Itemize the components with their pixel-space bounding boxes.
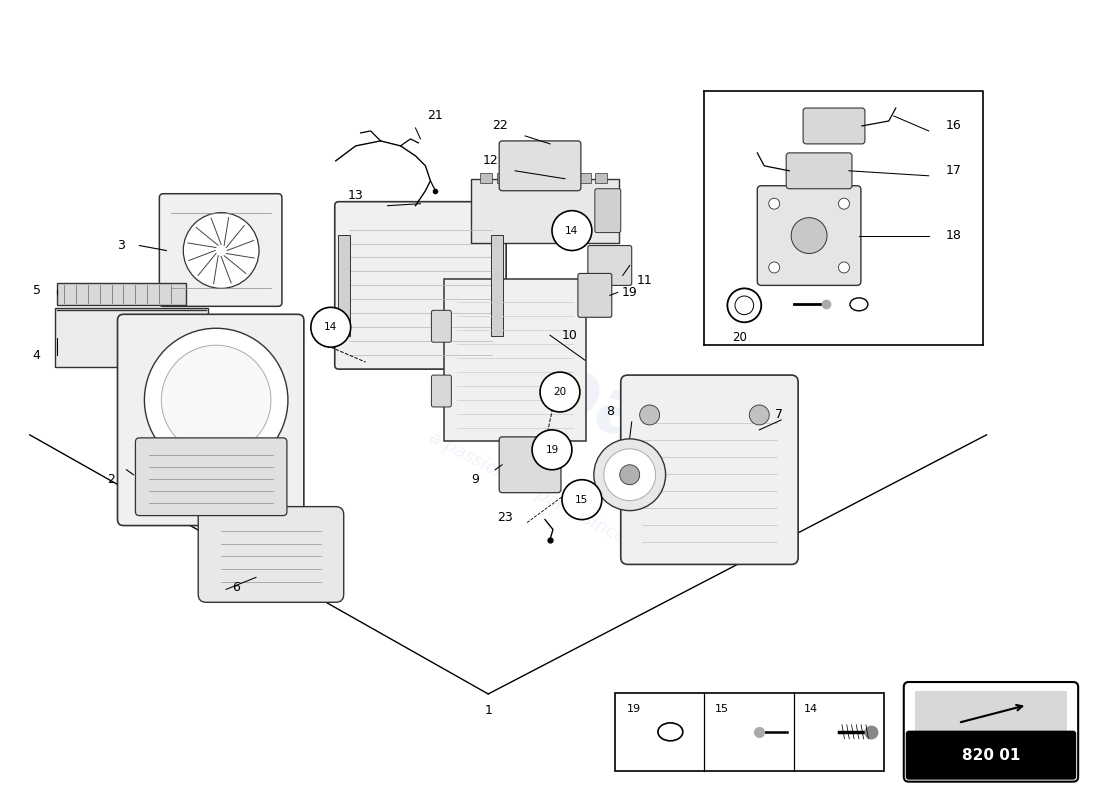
- Text: 16: 16: [946, 119, 961, 133]
- Circle shape: [838, 262, 849, 273]
- Bar: [481, 173, 492, 182]
- Bar: [615, 693, 883, 770]
- Circle shape: [791, 218, 827, 254]
- Text: a passion for parts since 1985: a passion for parts since 1985: [426, 428, 674, 571]
- Text: 20: 20: [732, 330, 747, 344]
- Circle shape: [184, 213, 258, 288]
- Bar: [513, 173, 525, 182]
- Text: 1: 1: [484, 705, 492, 718]
- Circle shape: [769, 198, 780, 209]
- FancyBboxPatch shape: [492, 234, 503, 336]
- FancyBboxPatch shape: [620, 375, 799, 565]
- Text: 11: 11: [637, 274, 652, 287]
- Text: 22: 22: [493, 119, 508, 133]
- Bar: [497, 173, 508, 182]
- FancyBboxPatch shape: [135, 438, 287, 515]
- Circle shape: [727, 288, 761, 322]
- Text: 18: 18: [946, 229, 961, 242]
- FancyBboxPatch shape: [55, 308, 208, 367]
- Text: 20: 20: [553, 387, 566, 397]
- Circle shape: [619, 465, 640, 485]
- Text: 9: 9: [471, 474, 480, 486]
- Bar: [529, 173, 541, 182]
- FancyBboxPatch shape: [118, 314, 304, 526]
- Circle shape: [769, 262, 780, 273]
- FancyBboxPatch shape: [757, 186, 861, 286]
- FancyBboxPatch shape: [431, 375, 451, 407]
- Circle shape: [749, 405, 769, 425]
- Text: 15: 15: [714, 704, 728, 714]
- FancyBboxPatch shape: [431, 310, 451, 342]
- Text: 8: 8: [606, 406, 614, 418]
- Circle shape: [144, 328, 288, 472]
- Text: 21: 21: [428, 110, 443, 122]
- FancyBboxPatch shape: [338, 234, 350, 336]
- Text: 13: 13: [348, 190, 364, 202]
- Circle shape: [552, 210, 592, 250]
- Circle shape: [838, 198, 849, 209]
- Text: 820 01: 820 01: [961, 748, 1020, 762]
- Bar: [57, 283, 186, 306]
- Text: 10: 10: [562, 329, 578, 342]
- Circle shape: [735, 296, 754, 314]
- FancyBboxPatch shape: [595, 189, 620, 233]
- FancyBboxPatch shape: [198, 506, 343, 602]
- Text: eurospares: eurospares: [319, 234, 781, 526]
- Text: 7: 7: [776, 409, 783, 422]
- Text: 12: 12: [482, 154, 498, 167]
- Text: 23: 23: [497, 511, 513, 524]
- FancyBboxPatch shape: [905, 730, 1076, 780]
- Text: 17: 17: [946, 164, 961, 178]
- FancyBboxPatch shape: [471, 178, 619, 242]
- Text: 5: 5: [33, 284, 41, 297]
- Text: 6: 6: [232, 581, 240, 594]
- Text: 4: 4: [33, 349, 41, 362]
- Circle shape: [532, 430, 572, 470]
- FancyBboxPatch shape: [444, 279, 586, 441]
- Text: 19: 19: [627, 704, 641, 714]
- Text: 14: 14: [804, 704, 818, 714]
- Bar: [579, 173, 591, 182]
- FancyBboxPatch shape: [499, 437, 561, 493]
- FancyBboxPatch shape: [803, 108, 865, 144]
- FancyBboxPatch shape: [160, 194, 282, 306]
- Bar: [562, 173, 574, 182]
- Circle shape: [640, 405, 660, 425]
- Circle shape: [562, 480, 602, 519]
- FancyBboxPatch shape: [578, 274, 612, 318]
- FancyBboxPatch shape: [904, 682, 1078, 782]
- Circle shape: [162, 345, 271, 455]
- Bar: [915, 691, 1067, 736]
- Circle shape: [311, 307, 351, 347]
- Circle shape: [594, 439, 666, 510]
- FancyBboxPatch shape: [499, 141, 581, 190]
- Text: 2: 2: [108, 474, 115, 486]
- Circle shape: [540, 372, 580, 412]
- Bar: [546, 173, 558, 182]
- Circle shape: [604, 449, 656, 501]
- FancyBboxPatch shape: [587, 246, 631, 286]
- Text: 15: 15: [575, 494, 589, 505]
- Text: 14: 14: [324, 322, 338, 332]
- Text: 19: 19: [546, 445, 559, 455]
- Text: 19: 19: [621, 286, 638, 299]
- Ellipse shape: [658, 723, 683, 741]
- Bar: [595, 173, 607, 182]
- Ellipse shape: [850, 298, 868, 311]
- Text: 3: 3: [118, 239, 125, 252]
- Text: 14: 14: [565, 226, 579, 235]
- FancyBboxPatch shape: [334, 202, 506, 369]
- FancyBboxPatch shape: [786, 153, 851, 189]
